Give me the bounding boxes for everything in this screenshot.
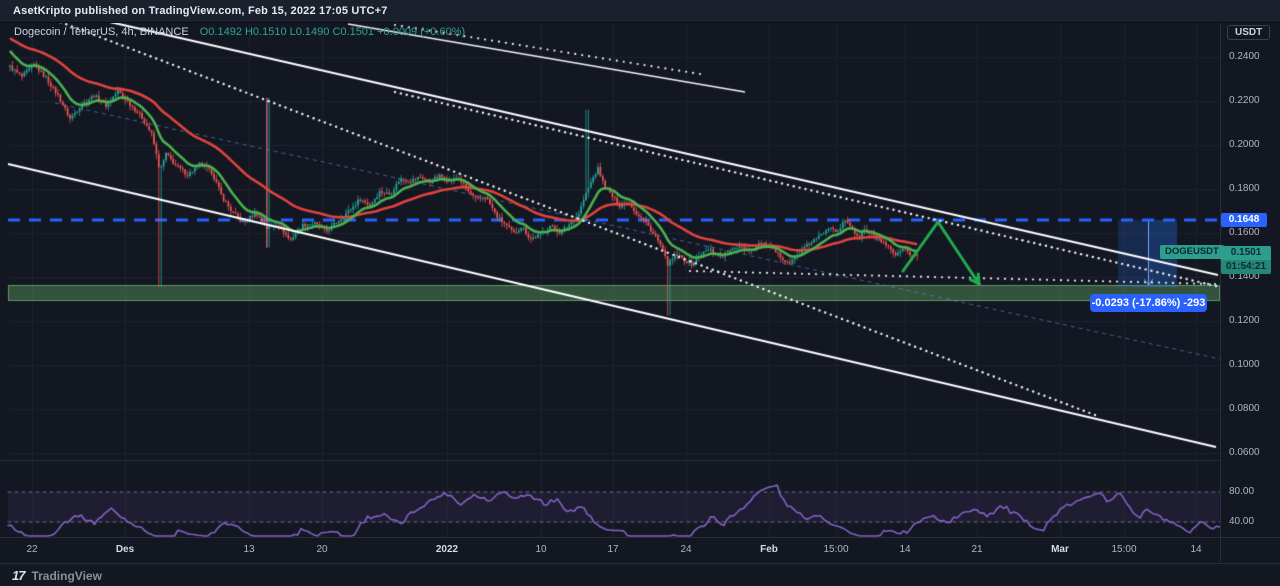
price-axis-label: 0.1000 bbox=[1229, 359, 1260, 370]
time-axis-label: 21 bbox=[971, 544, 983, 555]
measure-tool-label[interactable]: -0.0293 (-17.86%) -293 bbox=[1090, 294, 1207, 312]
chart-legend[interactable]: Dogecoin / TetherUS, 4h, BINANCE O0.1492… bbox=[14, 26, 465, 38]
ohlc-values: O0.1492 H0.1510 L0.1490 C0.1501 +0.0009 … bbox=[199, 26, 466, 38]
time-axis-label: 20 bbox=[316, 544, 328, 555]
last-price-value: 0.1501 bbox=[1230, 247, 1262, 258]
price-axis-label: 0.0600 bbox=[1229, 447, 1260, 458]
time-axis-label: 17 bbox=[607, 544, 619, 555]
time-axis-label: 24 bbox=[680, 544, 692, 555]
time-axis-label: Feb bbox=[760, 544, 778, 555]
price-axis-label: 0.2000 bbox=[1229, 139, 1260, 150]
alert-price-label[interactable]: 0.1648 bbox=[1221, 213, 1267, 227]
time-axis-label: 15:00 bbox=[823, 544, 849, 555]
price-axis-label: 0.1400 bbox=[1229, 271, 1260, 282]
price-axis-label: 0.1800 bbox=[1229, 183, 1260, 194]
time-axis-label: 15:00 bbox=[1111, 544, 1137, 555]
price-axis-label: 0.0800 bbox=[1229, 403, 1260, 414]
currency-toggle-button[interactable]: USDT bbox=[1227, 25, 1271, 40]
time-axis-label: 14 bbox=[899, 544, 911, 555]
price-axis-label: 80.00 bbox=[1229, 486, 1255, 497]
symbol-description[interactable]: Dogecoin / TetherUS, 4h, BINANCE bbox=[14, 26, 189, 38]
time-axis-label: Des bbox=[115, 544, 135, 555]
footer-bar: 17 TradingView bbox=[0, 563, 1280, 586]
symbol-name-tag[interactable]: DOGEUSDT bbox=[1160, 245, 1224, 259]
time-axis-label: 22 bbox=[26, 544, 38, 555]
bar-countdown: 01:54:21 bbox=[1221, 260, 1271, 274]
price-axis-label: 0.1600 bbox=[1229, 227, 1260, 238]
price-axis-label: 40.00 bbox=[1229, 516, 1255, 527]
time-axis-label: 13 bbox=[243, 544, 255, 555]
time-axis-label: 10 bbox=[535, 544, 547, 555]
publisher-bar: AsetKripto published on TradingView.com,… bbox=[0, 0, 1280, 23]
price-axis-label: 0.2200 bbox=[1229, 95, 1260, 106]
price-axis-label: 0.2400 bbox=[1229, 51, 1260, 62]
price-axis-label: 0.1200 bbox=[1229, 315, 1260, 326]
price-axis[interactable]: 0.2400 0.2200 0.2000 0.1800 0.1600 0.1400 0.12… bbox=[1220, 22, 1280, 562]
time-axis-label: Mar bbox=[1051, 544, 1069, 555]
tradingview-brand-text[interactable]: TradingView bbox=[31, 568, 102, 583]
tradingview-logo-icon[interactable]: 17 bbox=[12, 568, 26, 583]
time-axis-label: 2022 bbox=[435, 544, 459, 555]
last-price-label: 0.1501 01:54:21 bbox=[1221, 246, 1271, 274]
publisher-text: AsetKripto published on TradingView.com,… bbox=[13, 5, 388, 17]
time-axis-label: 14 bbox=[1190, 544, 1202, 555]
time-axis[interactable]: 22 Des 13 20 2022 10 17 24 Feb 15:00 14 21 Mar 15:00 1… bbox=[0, 537, 1280, 564]
